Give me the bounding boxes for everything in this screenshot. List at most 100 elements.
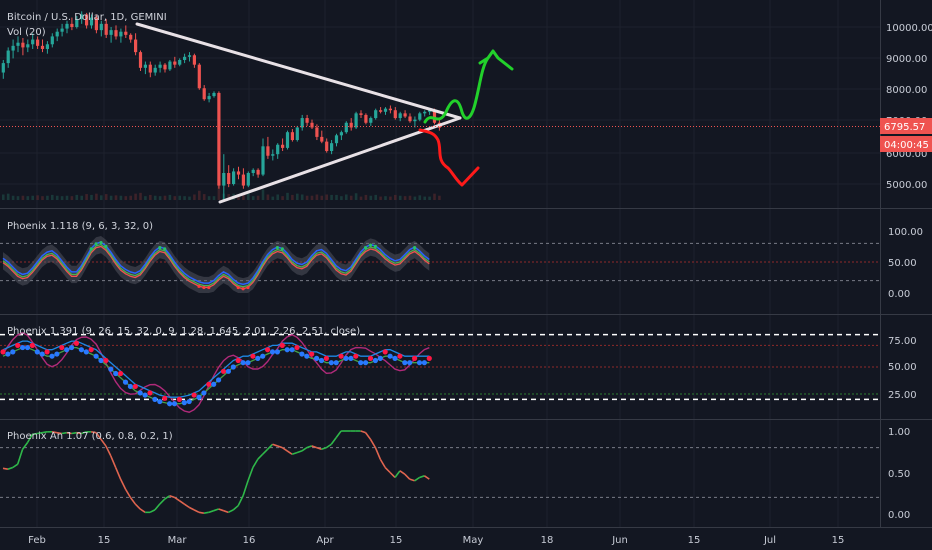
volume-bar	[163, 195, 167, 200]
candle-body	[354, 113, 358, 128]
volume-bar	[65, 195, 69, 200]
bearish-arrow-drawing[interactable]	[418, 128, 480, 187]
osc2-dot	[157, 398, 163, 405]
candle-body	[99, 23, 103, 31]
volume-bar	[188, 196, 191, 200]
osc3-line-segment	[2, 467, 9, 470]
candle-body	[423, 111, 427, 114]
candle-body	[398, 113, 402, 119]
osc2-dot	[235, 357, 241, 364]
price-candles	[1, 11, 441, 202]
osc2-dot	[29, 342, 35, 348]
osc1-high-dot	[364, 246, 368, 250]
volume-bar	[198, 190, 201, 200]
osc3-line-segment	[232, 505, 239, 511]
volume-bar	[124, 196, 128, 200]
candle-body	[148, 64, 152, 73]
osc1-low-dot	[236, 285, 240, 290]
volume-bar	[389, 196, 392, 200]
volume-bar	[2, 194, 5, 200]
candle-body	[183, 56, 187, 60]
volume-bar	[90, 194, 93, 200]
volume-bar	[149, 194, 152, 200]
osc2-dot	[152, 396, 158, 402]
candle-body	[359, 113, 363, 115]
osc2-dot	[211, 381, 217, 387]
osc3-line-segment	[374, 447, 382, 460]
candle-body	[45, 44, 49, 49]
candle-body	[129, 34, 133, 40]
osc1-high-dot	[368, 243, 373, 247]
osc3-line-segment	[330, 437, 337, 445]
candle-body	[285, 132, 290, 148]
candle-body	[65, 23, 69, 29]
osc3-line-segment	[364, 432, 372, 440]
osc3-line-segment	[306, 445, 312, 449]
time-tick: 16	[243, 535, 256, 546]
osc3-line-segment	[174, 496, 180, 502]
panel2-title: Phoenix 1.391 (9, 26, 15, 32, 0, 9, 1.28…	[7, 326, 360, 337]
osc3-line-segment	[247, 467, 254, 482]
bullish-arrow-drawing[interactable]	[423, 49, 514, 124]
volume-bar	[55, 195, 59, 200]
candle-body	[383, 108, 388, 112]
volume-bar	[11, 195, 15, 200]
osc1-high-dot	[280, 247, 284, 251]
price-scale[interactable]: 10000.00 9000.00 8000.00 7000.00 6000.00…	[880, 23, 932, 191]
osc2-dot	[314, 355, 320, 361]
candle-body	[349, 122, 353, 128]
candle-body	[1, 63, 5, 73]
osc3-line-segment	[110, 455, 117, 468]
volume-bar	[296, 193, 299, 200]
osc3-line-segment	[164, 495, 171, 500]
candle-body	[432, 110, 437, 123]
osc1-green-line	[2, 243, 430, 288]
candle-body	[173, 61, 177, 65]
candle-body	[197, 64, 201, 89]
osc3-line-segment	[95, 432, 102, 440]
osc3-line-segment	[257, 453, 264, 460]
volume-bar	[95, 193, 98, 200]
time-tick: Mar	[168, 535, 188, 546]
osc3-line-segment	[218, 508, 224, 512]
volume-bar	[256, 195, 260, 200]
osc2-dot	[392, 355, 398, 361]
osc2-dot	[372, 357, 378, 364]
volume-bar	[369, 195, 373, 200]
osc2-dot	[407, 360, 413, 366]
osc3-line-segment	[26, 433, 34, 444]
osc3-line-segment	[154, 503, 161, 511]
time-tick: Feb	[28, 535, 46, 546]
symmetrical-triangle-drawing[interactable]	[135, 22, 462, 204]
osc2-dot	[216, 377, 222, 383]
time-axis[interactable]: Feb 15 Mar 16 Apr 15 May 18 Jun 15 Jul 1…	[28, 535, 844, 546]
osc2-dot	[284, 347, 290, 353]
osc2-dot	[142, 392, 148, 398]
osc2-dot	[73, 340, 80, 346]
osc1-blue-line	[2, 241, 430, 286]
osc2-dot	[118, 370, 124, 377]
candle-body	[310, 122, 314, 128]
volume-bar	[26, 196, 30, 200]
osc2-dot	[397, 353, 403, 359]
volume-bar	[109, 195, 113, 200]
volume-bar	[144, 196, 147, 200]
candle-body	[212, 92, 216, 97]
candle-body	[305, 118, 309, 123]
candle-body	[408, 116, 412, 122]
osc3-line-segment	[76, 431, 82, 435]
osc3-line-segment	[423, 475, 430, 480]
osc3-line-segment	[183, 503, 190, 509]
candle-body	[290, 132, 294, 141]
candle-body	[40, 45, 45, 49]
volume-bar	[168, 194, 172, 200]
osc3-line-segment	[321, 446, 327, 451]
candle-body	[364, 114, 368, 123]
osc2-dot	[44, 349, 50, 355]
osc2-dot	[402, 360, 408, 366]
osc2-dot	[39, 351, 45, 357]
candle-body	[388, 108, 392, 111]
candle-body	[369, 118, 373, 123]
osc2-dot	[304, 353, 310, 359]
